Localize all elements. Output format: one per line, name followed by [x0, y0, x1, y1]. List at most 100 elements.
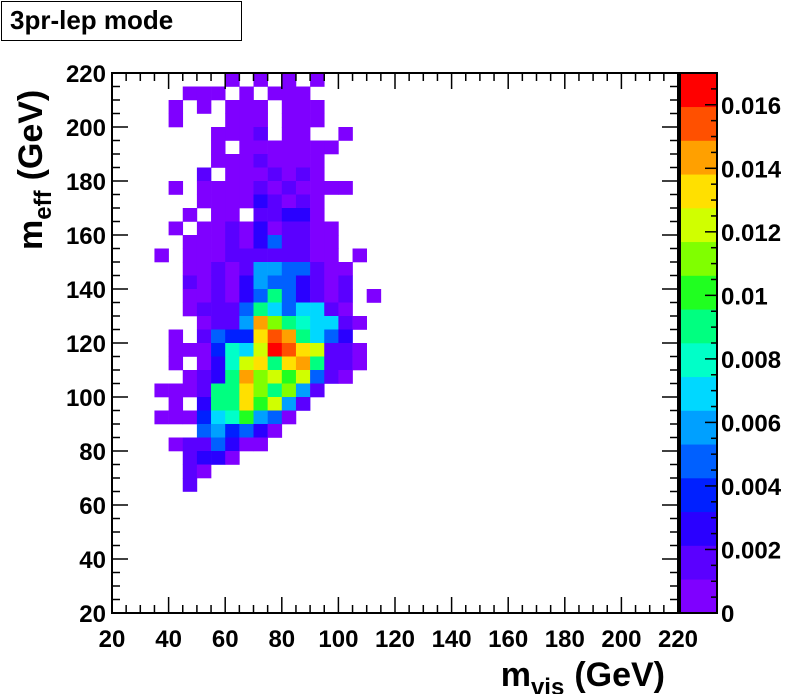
- color-scale-tick-label: 0: [721, 601, 734, 628]
- heatmap-cell: [338, 181, 353, 195]
- heatmap-cell: [253, 289, 268, 303]
- heatmap-cell: [211, 343, 226, 357]
- heatmap-cell: [281, 383, 297, 398]
- heatmap-cell: [196, 397, 212, 411]
- heatmap-cell: [225, 437, 240, 452]
- heatmap-cell: [295, 262, 311, 276]
- heatmap-cell: [310, 100, 325, 114]
- heatmap-cell: [281, 100, 297, 114]
- heatmap-cell: [225, 343, 240, 357]
- heatmap-cell: [267, 316, 283, 330]
- x-axis-label-unit: (GeV): [574, 656, 665, 694]
- heatmap-cell: [267, 181, 283, 195]
- color-scale-band: [680, 511, 717, 546]
- heatmap-cell: [168, 343, 184, 357]
- heatmap-cell: [225, 316, 240, 330]
- heatmap-cell: [196, 383, 212, 398]
- heatmap-cell: [211, 86, 226, 101]
- heatmap-cell: [324, 302, 339, 317]
- heatmap-cell: [324, 221, 339, 236]
- heatmap-cell: [281, 410, 297, 425]
- color-scale-tick-label: 0.008: [721, 347, 781, 374]
- heatmap-cell: [267, 235, 283, 249]
- heatmap-cell: [253, 370, 268, 384]
- heatmap-cell: [225, 73, 240, 87]
- heatmap-cell: [338, 316, 353, 330]
- heatmap-cell: [253, 208, 268, 222]
- heatmap-cell: [211, 424, 226, 438]
- heatmap-cell: [196, 275, 212, 290]
- y-tick-label: 60: [79, 493, 106, 520]
- heatmap-cell: [310, 329, 325, 344]
- heatmap-cell: [211, 329, 226, 344]
- heatmap-cell: [239, 194, 254, 209]
- heatmap-cell: [267, 289, 283, 303]
- heatmap-cell: [239, 262, 254, 276]
- heatmap-cell: [239, 113, 254, 128]
- heatmap-cell: [267, 397, 283, 411]
- heatmap-cell: [253, 194, 268, 209]
- color-scale-band: [680, 478, 717, 513]
- heatmap-cell: [239, 100, 254, 114]
- heatmap-cell: [267, 248, 283, 263]
- y-axis-label: meff (GeV): [12, 90, 57, 250]
- heatmap-cell: [182, 289, 198, 303]
- heatmap-cell: [338, 370, 353, 384]
- heatmap-cell: [239, 424, 254, 438]
- heatmap-cell: [168, 100, 184, 114]
- heatmap-cell: [182, 383, 198, 398]
- heatmap-cell: [281, 73, 297, 87]
- heatmap-cell: [310, 370, 325, 384]
- heatmap-cell: [253, 140, 268, 155]
- heatmap-cell: [211, 181, 226, 195]
- heatmap-cell: [295, 329, 311, 344]
- x-axis-label: mvis (GeV): [501, 656, 665, 694]
- x-tick-label: 140: [432, 626, 472, 653]
- heatmap-cell: [211, 302, 226, 317]
- heatmap-cell: [295, 167, 311, 182]
- heatmap-cell: [281, 302, 297, 317]
- heatmap-cell: [338, 289, 353, 303]
- heatmap-cell: [196, 235, 212, 249]
- heatmap-cell: [225, 113, 240, 128]
- heatmap-cell: [225, 167, 240, 182]
- y-tick-label: 80: [79, 439, 106, 466]
- x-tick-label: 180: [545, 626, 585, 653]
- y-tick-label: 120: [66, 331, 106, 358]
- heatmap-cell: [295, 113, 311, 128]
- heatmap-cell: [310, 113, 325, 128]
- heatmap-cell: [225, 262, 240, 276]
- heatmap-cell: [310, 343, 325, 357]
- heatmap-cell: [211, 356, 226, 371]
- x-tick-label: 200: [601, 626, 641, 653]
- heatmap-cell: [225, 221, 240, 236]
- heatmap-cell: [225, 370, 240, 384]
- heatmap-cell: [281, 221, 297, 236]
- heatmap-cell: [225, 208, 240, 222]
- heatmap-cell: [168, 397, 184, 411]
- heatmap-cell: [196, 302, 212, 317]
- heatmap-cell: [182, 370, 198, 384]
- x-tick-label: 120: [375, 626, 415, 653]
- color-scale-ticks: [705, 72, 717, 614]
- heatmap-cell: [281, 356, 297, 371]
- color-scale-band: [680, 444, 717, 479]
- heatmap-cell: [225, 289, 240, 303]
- heatmap-cell: [239, 140, 254, 155]
- heatmap-cell: [295, 343, 311, 357]
- heatmap-cell: [196, 100, 212, 114]
- heatmap-cell: [239, 127, 254, 141]
- heatmap-cell: [211, 262, 226, 276]
- heatmap-cell: [225, 329, 240, 344]
- heatmap-cell: [253, 154, 268, 168]
- heatmap-cell: [239, 86, 254, 101]
- heatmap-cell: [211, 451, 226, 465]
- heatmap-cell: [253, 424, 268, 438]
- y-axis-label-main: m: [12, 220, 50, 250]
- heatmap-cell: [211, 397, 226, 411]
- heatmap-cell: [225, 194, 240, 209]
- color-scale-tick-label: 0.002: [721, 537, 781, 564]
- heatmap-cell: [168, 356, 184, 371]
